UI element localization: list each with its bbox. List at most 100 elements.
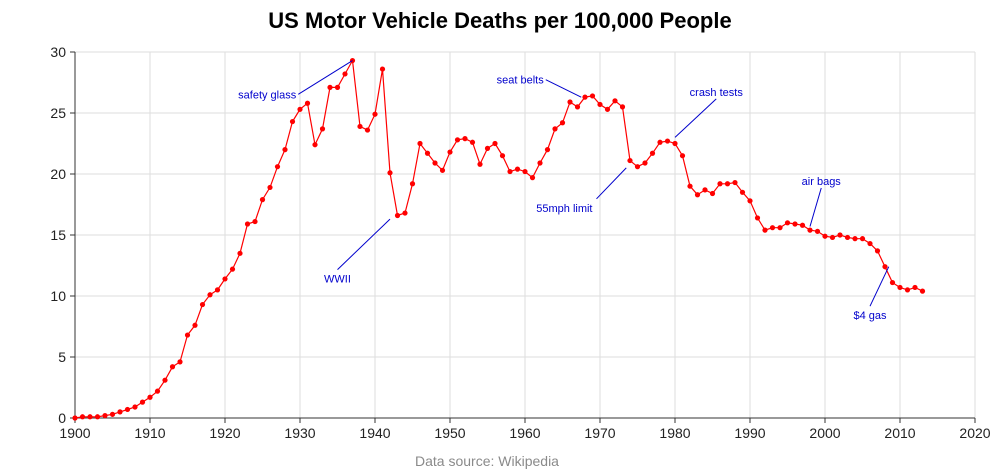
data-point <box>259 197 266 203</box>
y-tick-label: 20 <box>50 166 66 182</box>
data-point <box>229 266 236 272</box>
data-point <box>469 139 476 145</box>
data-point <box>327 84 333 90</box>
data-point <box>334 84 341 90</box>
annotation-label: 55mph limit <box>536 203 592 215</box>
data-point <box>679 153 686 159</box>
data-point <box>297 106 303 112</box>
data-point <box>499 153 506 159</box>
data-point <box>372 111 378 117</box>
data-point <box>379 66 386 72</box>
data-point <box>649 150 656 156</box>
data-point <box>747 198 753 204</box>
data-point <box>777 225 783 231</box>
data-point <box>769 225 776 231</box>
annotation-leader-line <box>545 79 582 98</box>
data-point <box>642 160 648 166</box>
y-tick-label: 5 <box>58 349 66 365</box>
series-line <box>74 58 923 419</box>
data-point <box>762 227 768 233</box>
data-point <box>589 93 596 99</box>
data-point <box>147 394 153 400</box>
data-point <box>439 167 446 173</box>
data-point <box>837 232 843 238</box>
data-point <box>319 126 326 132</box>
data-point <box>94 414 101 420</box>
data-point <box>109 411 116 417</box>
data-point <box>477 161 483 167</box>
data-point <box>394 212 401 219</box>
data-point <box>889 279 896 286</box>
data-point <box>514 166 521 172</box>
data-point <box>754 215 761 221</box>
y-tick-label: 15 <box>50 227 66 243</box>
data-point <box>304 100 311 106</box>
data-point <box>364 127 371 133</box>
x-tick-label: 2020 <box>959 425 990 441</box>
data-point <box>447 149 453 155</box>
tick-labels: 1900 1910 1920 1930 1940 1950 1960 1970 1980 1990… <box>50 44 990 441</box>
data-point <box>462 136 468 142</box>
data-point <box>274 164 281 170</box>
data-point <box>574 104 581 110</box>
data-point <box>289 118 296 125</box>
data-point <box>604 106 611 112</box>
data-point <box>912 284 918 291</box>
data-point <box>634 164 641 170</box>
data-point <box>282 147 288 153</box>
data-series <box>72 57 926 421</box>
data-point <box>132 404 138 410</box>
data-point <box>72 415 78 421</box>
data-point <box>87 414 93 420</box>
data-point <box>267 184 273 191</box>
data-point <box>252 218 258 225</box>
annotation-label: WWII <box>324 274 351 286</box>
y-tick-label: 30 <box>50 44 66 60</box>
data-point <box>124 406 131 413</box>
x-tick-label: 1940 <box>359 425 390 441</box>
data-point <box>522 168 528 175</box>
x-tick-label: 1900 <box>59 425 90 441</box>
annotations: safety glass WWII seat belts crash tests 55m… <box>238 60 890 322</box>
data-point <box>822 233 828 239</box>
data-point <box>199 301 206 308</box>
data-point <box>537 160 543 166</box>
data-point <box>207 292 213 298</box>
data-point <box>627 157 633 164</box>
data-point <box>214 287 221 293</box>
data-point <box>484 145 491 151</box>
x-tick-label: 1950 <box>434 425 465 441</box>
data-point <box>694 192 701 198</box>
data-point <box>192 322 198 328</box>
x-tick-label: 2010 <box>884 425 915 441</box>
data-point <box>612 98 618 104</box>
data-point <box>567 99 573 105</box>
data-point <box>867 240 873 247</box>
axes <box>70 51 976 423</box>
data-point <box>552 126 558 132</box>
data-point <box>859 236 866 242</box>
x-tick-label: 1920 <box>209 425 240 441</box>
annotation-leader-line <box>869 266 890 307</box>
data-point <box>507 168 513 175</box>
data-point <box>102 412 108 419</box>
data-point <box>417 140 423 147</box>
x-tick-label: 2000 <box>809 425 840 441</box>
data-point <box>184 332 191 338</box>
data-point <box>882 264 888 270</box>
data-point <box>597 101 603 108</box>
data-point <box>717 181 723 187</box>
annotation-leader-line <box>596 167 627 200</box>
data-point <box>829 234 836 241</box>
y-tick-label: 25 <box>50 105 66 121</box>
data-point <box>784 220 791 226</box>
data-point <box>559 120 566 126</box>
y-tick-label: 10 <box>50 288 66 304</box>
data-point <box>724 181 731 187</box>
annotation-label: seat belts <box>497 75 545 87</box>
data-point <box>619 104 626 110</box>
data-point <box>312 142 318 148</box>
data-point <box>424 150 431 156</box>
data-point <box>432 160 438 166</box>
